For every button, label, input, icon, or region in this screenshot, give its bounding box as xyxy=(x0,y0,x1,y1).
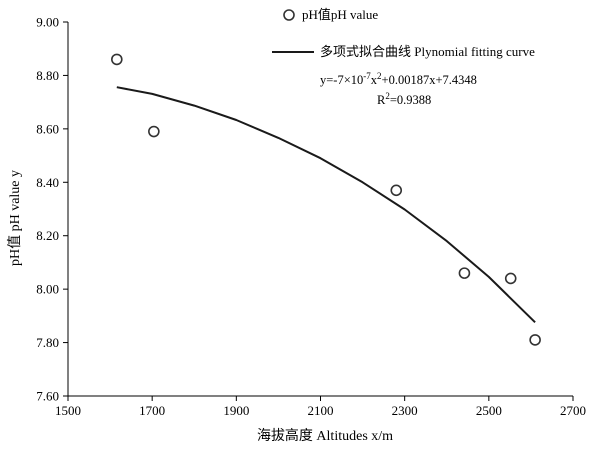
fit-curve-layer xyxy=(116,86,536,324)
legend-label-points: pH值pH value xyxy=(302,7,378,22)
data-point xyxy=(458,267,471,279)
x-tick-label: 1900 xyxy=(223,403,249,418)
legend-label-curve: 多项式拟合曲线 Plynomial fitting curve xyxy=(320,44,535,59)
x-axis-ticks: 1500 1700 1900 2100 2300 2500 2700 xyxy=(55,396,586,418)
x-tick-label: 1500 xyxy=(55,403,81,418)
data-point xyxy=(111,53,123,66)
y-axis-title: pH值 pH value y xyxy=(7,170,23,266)
r-squared: R2=0.9388 xyxy=(377,91,431,107)
y-tick-label: 8.00 xyxy=(36,282,59,297)
data-point xyxy=(148,125,160,138)
y-tick-label: 8.20 xyxy=(36,228,59,243)
x-tick-label: 2500 xyxy=(476,403,502,418)
x-tick-label: 2700 xyxy=(560,403,586,418)
legend: pH值pH value 多项式拟合曲线 Plynomial fitting cu… xyxy=(272,7,535,59)
fit-equation: y=-7×10-7x2+0.00187x+7.4348 xyxy=(320,71,477,87)
x-axis-title: 海拔高度 Altitudes x/m xyxy=(257,427,393,444)
y-axis-ticks: 7.60 7.80 8.00 8.20 8.40 8.60 8.80 9.00 xyxy=(36,15,68,404)
data-point xyxy=(504,272,517,285)
fit-curve-line xyxy=(116,86,536,324)
data-point xyxy=(529,334,541,346)
data-points-layer xyxy=(111,53,541,346)
y-tick-label: 8.80 xyxy=(36,68,59,83)
y-tick-label: 8.60 xyxy=(36,121,59,136)
legend-marker-circle xyxy=(283,9,295,21)
data-point xyxy=(390,184,403,197)
y-tick-label: 9.00 xyxy=(36,15,59,30)
y-tick-label: 8.40 xyxy=(36,175,59,190)
y-tick-label: 7.80 xyxy=(36,335,59,350)
x-tick-label: 2100 xyxy=(308,403,334,418)
y-tick-label: 7.60 xyxy=(36,389,59,404)
x-tick-label: 1700 xyxy=(139,403,165,418)
x-tick-label: 2300 xyxy=(392,403,418,418)
